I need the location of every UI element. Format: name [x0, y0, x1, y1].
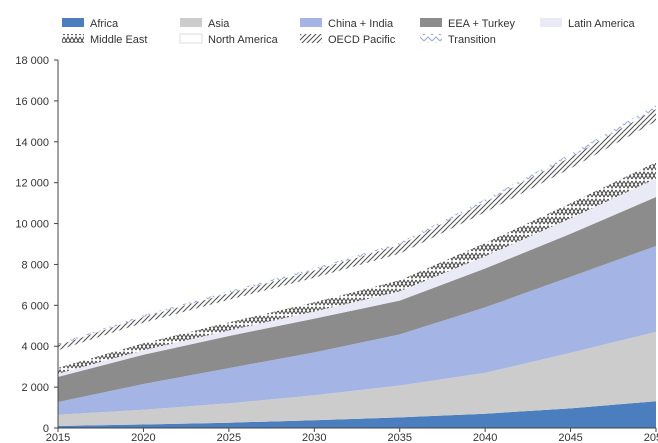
legend-item-oecd-pacific: OECD Pacific [300, 34, 396, 46]
legend-swatch [62, 18, 84, 27]
legend-swatch [62, 34, 84, 43]
legend: Africa Asia China + India EEA + Turkey Latin… [62, 18, 636, 46]
y-tick-label: 4 000 [21, 341, 49, 353]
x-axis-ticks: 2015 2020 2025 2030 2035 2040 2045 2050 [46, 428, 658, 443]
y-axis-ticks: 0 2 000 4 000 6 000 8 000 10 000 12 000 14 000 1… [15, 55, 58, 435]
legend-swatch [420, 34, 442, 43]
legend-item-north-america: North America [179, 33, 279, 46]
legend-label: North America [208, 34, 279, 46]
legend-swatch [179, 33, 203, 44]
legend-label: Latin America [568, 18, 636, 30]
area-oecd-pacific [58, 109, 656, 351]
y-tick-label: 14 000 [15, 137, 49, 149]
legend-label: OECD Pacific [328, 34, 396, 46]
legend-label: Asia [208, 18, 230, 30]
legend-item-asia: Asia [180, 18, 230, 30]
x-tick-label: 2015 [46, 432, 70, 443]
y-tick-label: 12 000 [15, 178, 49, 190]
area-asia [58, 331, 656, 426]
area-north-america [58, 121, 656, 368]
x-tick-label: 2030 [302, 432, 326, 443]
x-tick-label: 2050 [644, 432, 658, 443]
legend-label: Africa [90, 18, 119, 30]
x-tick-label: 2040 [473, 432, 497, 443]
y-tick-label: 16 000 [15, 96, 49, 108]
legend-swatch [300, 18, 322, 27]
y-tick-label: 8 000 [21, 259, 49, 271]
area-middle-east [58, 162, 656, 374]
legend-swatch [420, 18, 442, 27]
legend-label: Middle East [90, 34, 147, 46]
legend-swatch [540, 18, 562, 27]
axes [57, 60, 656, 429]
area-africa [58, 401, 656, 428]
legend-item-middle-east: Middle East [62, 34, 147, 46]
legend-label: EEA + Turkey [448, 18, 515, 30]
area-layers [58, 105, 656, 428]
y-tick-label: 2 000 [21, 382, 49, 394]
x-tick-label: 2035 [387, 432, 411, 443]
x-tick-label: 2025 [217, 432, 241, 443]
x-tick-label: 2020 [131, 432, 155, 443]
y-tick-label: 0 [43, 423, 49, 435]
legend-label: Transition [448, 34, 496, 46]
y-tick-label: 6 000 [21, 300, 49, 312]
area-china-india [58, 246, 656, 415]
x-tick-label: 2045 [558, 432, 582, 443]
y-tick-label: 18 000 [15, 55, 49, 67]
area-eea-turkey [58, 197, 656, 402]
legend-swatch [180, 18, 202, 27]
legend-label: China + India [328, 18, 394, 30]
legend-item-transition: Transition [420, 34, 496, 46]
legend-item-africa: Africa [62, 18, 119, 30]
legend-swatch [300, 34, 322, 43]
legend-item-eea-turkey: EEA + Turkey [420, 18, 515, 30]
legend-item-china-india: China + India [300, 18, 394, 30]
y-tick-label: 10 000 [15, 219, 49, 231]
legend-item-latin-america: Latin America [540, 18, 636, 30]
